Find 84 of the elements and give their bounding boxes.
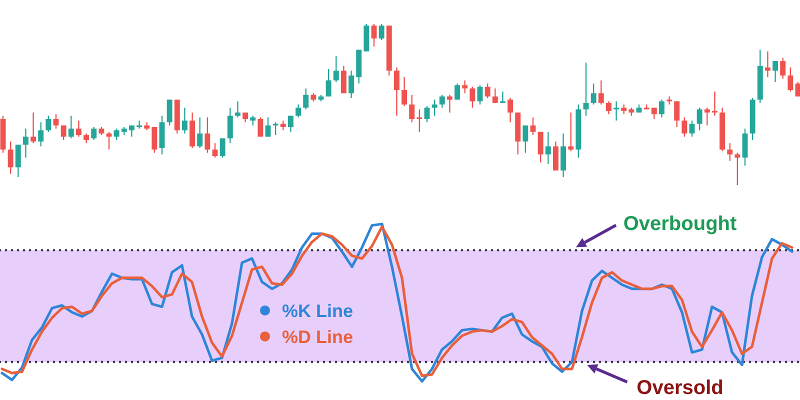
candlestick	[280, 120, 286, 131]
candlestick	[402, 76, 408, 107]
candlestick	[696, 107, 702, 131]
candlestick	[348, 70, 354, 99]
candlestick	[394, 66, 400, 116]
candlestick	[114, 128, 120, 141]
candlestick	[590, 82, 596, 106]
candlestick	[60, 124, 66, 141]
legend-label: %K Line	[282, 300, 354, 321]
candlestick	[197, 116, 203, 149]
candlestick	[545, 131, 551, 165]
candlestick	[84, 132, 90, 144]
candlestick	[166, 99, 172, 126]
candlestick	[38, 122, 44, 147]
candlestick	[439, 94, 445, 108]
candlestick	[371, 23, 377, 48]
candlestick	[416, 108, 422, 132]
candlestick	[432, 99, 438, 116]
candlestick	[712, 91, 718, 116]
candlestick	[454, 82, 460, 100]
candlestick	[764, 50, 770, 78]
candlestick	[583, 62, 589, 116]
candlestick	[522, 124, 528, 154]
candlestick	[182, 107, 188, 134]
ref-line-label: Overbought	[623, 213, 737, 236]
ref-line-label: Oversold	[636, 377, 724, 399]
candlestick	[204, 116, 210, 154]
candlestick	[136, 120, 142, 130]
candlestick	[250, 115, 256, 126]
candlestick	[795, 81, 800, 98]
candlestick	[621, 104, 627, 115]
candlestick	[484, 82, 490, 99]
candlestick	[46, 115, 52, 132]
candlestick	[530, 116, 536, 136]
candlestick	[682, 116, 688, 138]
candlestick	[666, 96, 672, 106]
candlestick	[598, 80, 604, 106]
candlestick	[15, 144, 21, 178]
candlestick	[424, 106, 430, 123]
candlestick	[727, 142, 733, 162]
candlestick	[68, 115, 74, 139]
candlestick	[788, 66, 794, 92]
candlestick	[227, 107, 233, 144]
candlestick	[340, 65, 346, 94]
candlestick	[220, 138, 226, 158]
candlestick	[288, 115, 294, 132]
candlestick	[152, 126, 158, 154]
candlestick	[689, 120, 695, 138]
candlestick	[674, 100, 680, 128]
legend-label: %D Line	[282, 326, 354, 347]
candlestick	[303, 88, 309, 110]
candlestick	[538, 131, 544, 164]
candlestick	[704, 107, 710, 126]
candlestick	[53, 114, 59, 130]
candlestick	[409, 94, 415, 123]
candlestick	[614, 100, 620, 122]
candlestick	[606, 100, 612, 115]
candlestick	[296, 104, 302, 118]
candlestick	[272, 122, 278, 136]
candlestick	[326, 68, 332, 98]
candlestick	[91, 126, 97, 141]
candlestick	[734, 152, 740, 186]
candlestick	[568, 112, 574, 152]
candlestick	[8, 140, 14, 174]
candlestick	[780, 57, 786, 80]
candlestick	[378, 23, 384, 41]
candlestick	[470, 86, 476, 108]
candlestick	[651, 107, 657, 120]
candlestick	[462, 80, 468, 94]
candlestick	[30, 112, 36, 144]
candlestick	[772, 60, 778, 83]
candlestick	[477, 84, 483, 106]
candlestick	[500, 91, 506, 104]
candlestick	[333, 56, 339, 83]
candlestick	[76, 120, 82, 138]
candlestick	[234, 100, 240, 118]
candlestick	[492, 88, 498, 104]
candlestick	[508, 97, 514, 123]
candlestick	[658, 99, 664, 118]
candlestick	[258, 116, 264, 138]
candlestick	[242, 112, 248, 123]
candlestick	[22, 128, 28, 158]
candlestick	[446, 94, 452, 114]
candlestick	[212, 142, 218, 158]
